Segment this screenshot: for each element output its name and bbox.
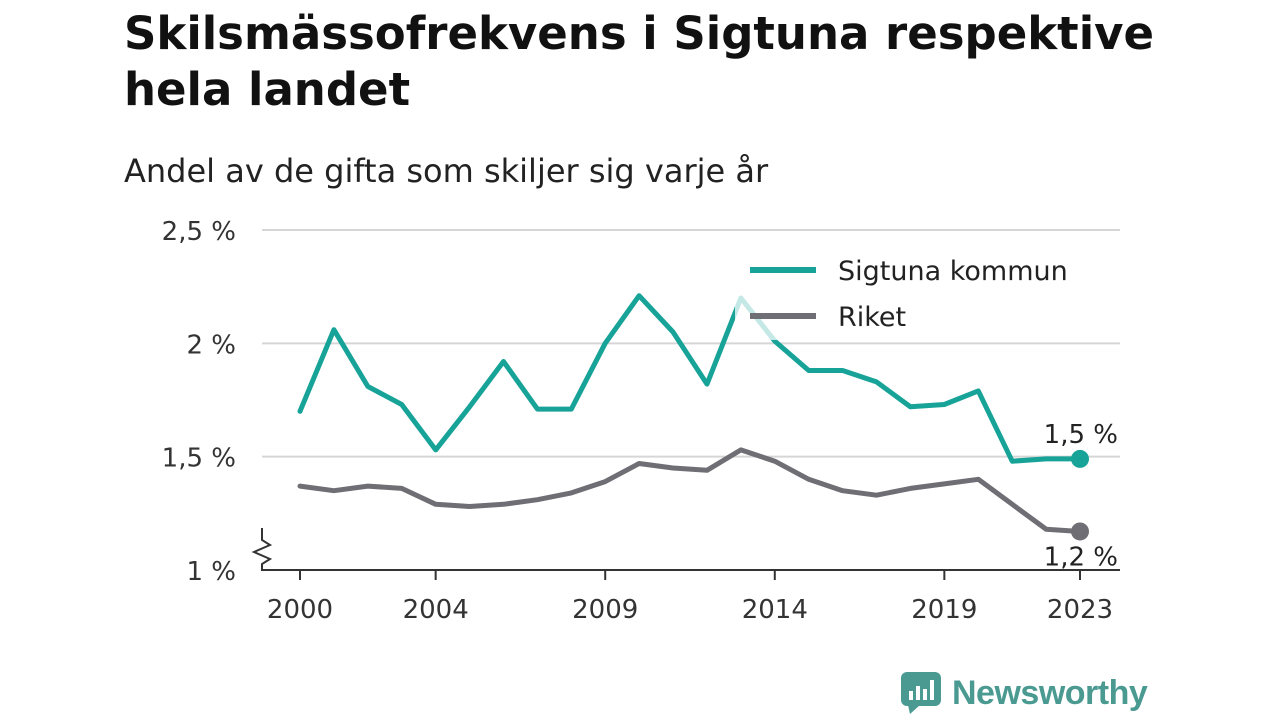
x-tick-label: 2023	[1047, 595, 1113, 625]
x-tick-label: 2000	[267, 595, 333, 625]
end-label-riket: 1,2 %	[1044, 542, 1118, 572]
newsworthy-logo-icon	[901, 672, 941, 714]
series-line-sigtuna	[297, 293, 1083, 464]
y-tick-label: 1 %	[186, 557, 236, 587]
y-tick-label: 2,5 %	[162, 217, 236, 247]
end-point-sigtuna	[1071, 449, 1089, 468]
y-tick-label: 2 %	[186, 330, 236, 360]
legend-label: Sigtuna kommun	[838, 256, 1068, 287]
y-tick-label: 1,5 %	[162, 444, 236, 474]
legend: Sigtuna kommun Riket	[735, 248, 1105, 340]
series-line-riket	[297, 447, 1083, 534]
chart-subtitle: Andel av de gifta som skiljer sig varje …	[124, 152, 769, 190]
legend-background	[735, 248, 1105, 340]
x-tick-label: 2014	[742, 595, 808, 625]
x-tick-label: 2019	[911, 595, 977, 625]
legend-label: Riket	[838, 302, 906, 333]
brand-logo: Newsworthy	[900, 668, 1148, 718]
data-labels: 1,5 % 1,2 %	[1044, 420, 1118, 573]
x-tick-label: 2009	[572, 595, 638, 625]
chart-title: Skilsmässofrekvens i Sigtuna respektive …	[124, 7, 1154, 116]
brand-name: Newsworthy	[952, 673, 1148, 712]
axis-break-marker	[251, 528, 276, 571]
axes: 1 % 1,5 % 2 % 2,5 % 2000 2004 2009 2014 2019 2023	[162, 217, 1120, 625]
end-label-sigtuna: 1,5 %	[1044, 420, 1118, 450]
series-lines	[297, 293, 1089, 541]
end-point-riket	[1071, 522, 1089, 541]
grid-lines	[262, 229, 1120, 458]
x-tick-label: 2004	[403, 595, 469, 625]
